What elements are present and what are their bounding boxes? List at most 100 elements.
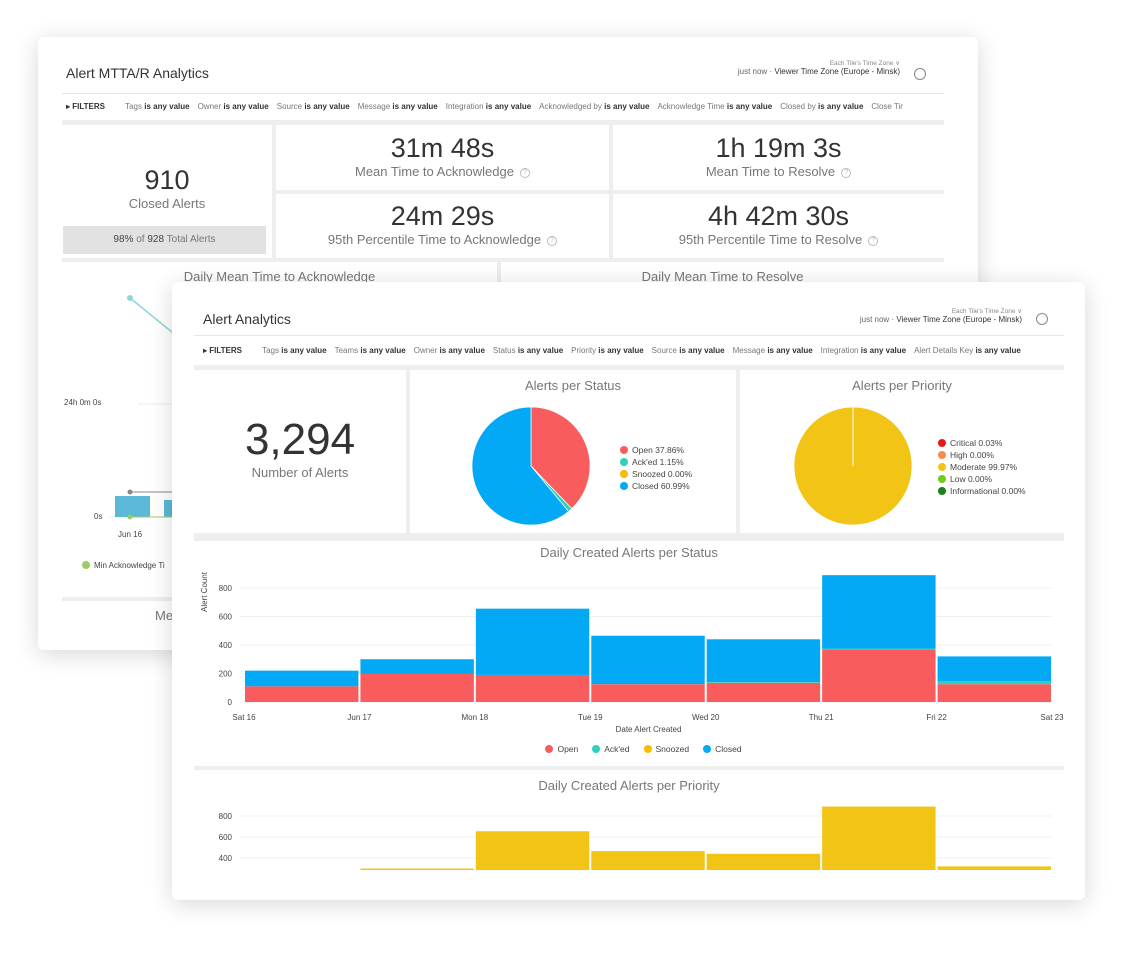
- legend-item[interactable]: Snoozed: [643, 743, 689, 755]
- dashboard-title: Alert MTTA/R Analytics: [66, 65, 209, 81]
- filter-acknowledge-time[interactable]: Acknowledge Time is any value: [657, 102, 773, 111]
- bar-closed: [475, 608, 590, 675]
- status-legend: Open 37.86% Ack'ed 1.15% Snoozed 0.00% Clos…: [620, 444, 692, 492]
- filter-teams[interactable]: Teams is any value: [334, 346, 406, 355]
- filter-closed-by[interactable]: Closed by is any value: [780, 102, 864, 111]
- filter-status[interactable]: Status is any value: [492, 346, 564, 355]
- viewer-timezone: Viewer Time Zone (Europe - Minsk): [896, 315, 1022, 324]
- filters-bar[interactable]: ▸ FILTERS Tags is any value Owner is any …: [66, 102, 942, 111]
- bar-closed: [822, 575, 936, 649]
- help-icon[interactable]: ?: [519, 167, 530, 178]
- filter-close-tir[interactable]: Close Tir: [871, 102, 903, 111]
- closed-alerts-label: Closed Alerts: [128, 196, 206, 211]
- filter-tags[interactable]: Tags is any value: [125, 102, 190, 111]
- filter-message[interactable]: Message is any value: [357, 102, 438, 111]
- filters-bar[interactable]: ▸ FILTERS Tags is any value Teams is any …: [203, 346, 1048, 355]
- filter-message[interactable]: Message is any value: [732, 346, 813, 355]
- legend-dot-icon: [620, 446, 628, 454]
- metric-label: Mean Time to Acknowledge: [355, 164, 514, 179]
- bar-open: [360, 673, 474, 702]
- updated-time: just now: [859, 315, 890, 324]
- bar-acked: [706, 682, 821, 683]
- alerts-per-priority-tile: Alerts per Priority Critical 0.03% High 0…: [740, 370, 1064, 533]
- bar-moderate: [591, 851, 705, 870]
- filters-toggle[interactable]: ▸ FILTERS: [66, 102, 105, 111]
- bar-acked: [937, 681, 1051, 685]
- mttr-tile: 1h 19m 3s Mean Time to Resolve?: [613, 125, 944, 190]
- legend-item[interactable]: Closed 60.99%: [620, 480, 692, 492]
- legend-item[interactable]: Open 37.86%: [620, 444, 692, 456]
- legend-item[interactable]: Low 0.00%: [938, 473, 1026, 485]
- filter-owner[interactable]: Owner is any value: [197, 102, 269, 111]
- tile-timezone-dropdown[interactable]: Each Tile's Time Zone ∨: [829, 60, 900, 67]
- legend-item[interactable]: Ack'ed 1.15%: [620, 456, 692, 468]
- legend-item[interactable]: Open: [545, 743, 578, 755]
- bar-closed: [360, 659, 474, 674]
- legend-dot-icon: [938, 475, 946, 483]
- x-tick-label: Thu 21: [809, 713, 834, 722]
- dashboard-meta: Each Tile's Time Zone ∨ just now · Viewe…: [859, 308, 1022, 324]
- legend-dot-icon: [545, 745, 554, 753]
- bar-acked: [822, 648, 936, 650]
- y-tick-label: 200: [219, 670, 233, 679]
- x-tick: Jun 16: [118, 530, 143, 539]
- bar-closed: [245, 670, 359, 687]
- legend-item-min[interactable]: Min Acknowledge Ti: [94, 561, 165, 570]
- legend-dot-icon: [620, 458, 628, 466]
- legend-dot-icon: [592, 745, 601, 753]
- help-icon[interactable]: ?: [868, 235, 879, 246]
- filter-tags[interactable]: Tags is any value: [262, 346, 327, 355]
- bar-moderate: [475, 831, 590, 870]
- legend-item[interactable]: Critical 0.03%: [938, 437, 1026, 449]
- filter-integration[interactable]: Integration is any value: [820, 346, 907, 355]
- updated-time: just now: [737, 67, 768, 76]
- chart-title: Alerts per Priority: [852, 378, 952, 393]
- legend-dot-icon: [938, 463, 946, 471]
- tile-timezone-dropdown[interactable]: Each Tile's Time Zone ∨: [951, 308, 1022, 315]
- dashboard-title: Alert Analytics: [203, 311, 291, 327]
- metric-value: 4h 42m 30s: [707, 201, 850, 231]
- gear-icon[interactable]: [1036, 313, 1048, 325]
- filter-acknowledged-by[interactable]: Acknowledged by is any value: [539, 102, 650, 111]
- chart-title: Daily Created Alerts per Status: [540, 545, 718, 560]
- legend-item[interactable]: Snoozed 0.00%: [620, 468, 692, 480]
- metric-value: 31m 48s: [390, 133, 495, 163]
- filter-source[interactable]: Source is any value: [651, 346, 725, 355]
- legend-item[interactable]: Informational 0.00%: [938, 485, 1026, 497]
- bar-open: [822, 649, 936, 702]
- legend-dot-icon: [620, 482, 628, 490]
- help-icon[interactable]: ?: [547, 235, 558, 246]
- alerts-per-status-tile: Alerts per Status Open 37.86% Ack'ed 1.15…: [410, 370, 736, 533]
- metric-value: 24m 29s: [390, 201, 495, 231]
- y-axis-label: Alert Count: [200, 571, 209, 612]
- legend-dot-icon: [703, 745, 712, 753]
- filter-alert-details-key[interactable]: Alert Details Key is any value: [914, 346, 1021, 355]
- y-tick-label: 800: [219, 584, 233, 593]
- metric-label: 95th Percentile Time to Acknowledge: [327, 232, 542, 247]
- x-tick-label: Fri 22: [926, 713, 947, 722]
- bar-open: [937, 684, 1051, 702]
- filter-source[interactable]: Source is any value: [276, 102, 350, 111]
- gear-icon[interactable]: [914, 68, 926, 80]
- legend-item[interactable]: Moderate 99.97%: [938, 461, 1026, 473]
- filters-toggle[interactable]: ▸ FILTERS: [203, 346, 242, 355]
- legend-item[interactable]: Ack'ed: [592, 743, 630, 755]
- closed-alerts-value: 910: [144, 165, 190, 195]
- legend-item[interactable]: High 0.00%: [938, 449, 1026, 461]
- legend-item[interactable]: Closed: [703, 743, 742, 755]
- chart-title: Daily Mean Time to Resolve: [641, 269, 804, 284]
- filter-owner[interactable]: Owner is any value: [413, 346, 485, 355]
- filter-priority[interactable]: Priority is any value: [571, 346, 644, 355]
- bar-open: [706, 682, 821, 702]
- priority-bar-chart: 400 600 800: [219, 806, 1052, 870]
- pie-slice-closed: [471, 406, 570, 526]
- y-tick: 0s: [94, 512, 103, 521]
- filter-integration[interactable]: Integration is any value: [445, 102, 532, 111]
- bar-open: [475, 674, 590, 702]
- chart-title: Me: [155, 608, 174, 623]
- x-tick-label: Mon 18: [462, 713, 489, 722]
- help-icon[interactable]: ?: [841, 167, 852, 178]
- bar-closed: [706, 639, 821, 683]
- dashboard-meta: Each Tile's Time Zone ∨ just now · Viewe…: [737, 60, 900, 76]
- bar-closed: [591, 635, 705, 685]
